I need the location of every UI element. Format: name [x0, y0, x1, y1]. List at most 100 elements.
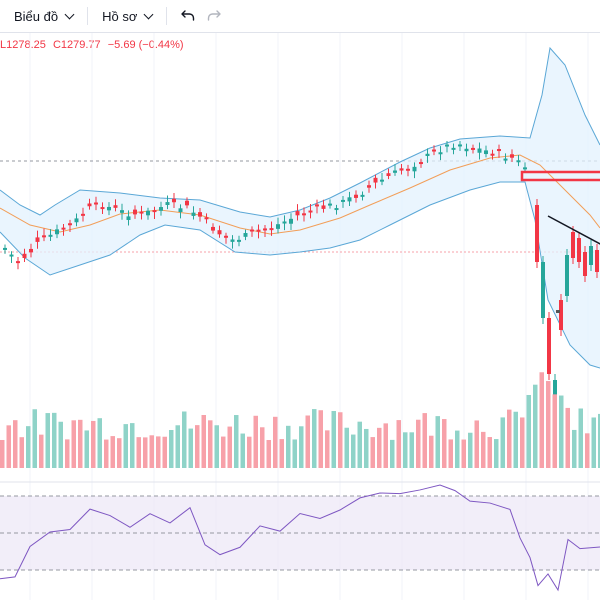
candle-body [484, 150, 488, 155]
candle-body [445, 144, 449, 147]
volume-bar [539, 372, 544, 468]
volume-bar [318, 410, 323, 468]
candle-body [224, 235, 228, 238]
volume-bar [559, 395, 564, 468]
candle-body [432, 149, 436, 152]
volume-bar [487, 437, 492, 468]
candle-body [35, 237, 40, 242]
price-chart-pane[interactable] [0, 33, 600, 600]
chart-menu-button[interactable]: Biểu đồ [8, 2, 79, 30]
candle-body [165, 202, 170, 206]
candle-body [438, 152, 443, 155]
candle-body [583, 252, 587, 276]
volume-bar [221, 436, 226, 468]
candle-body [360, 194, 365, 197]
volume-bar [6, 425, 11, 468]
chevron-down-icon [64, 9, 75, 19]
volume-bar [383, 423, 388, 468]
candle-body [198, 212, 202, 217]
candle-body [541, 262, 545, 318]
volume-bar [461, 439, 466, 468]
candle-body [172, 198, 176, 203]
undo-button[interactable] [175, 3, 201, 29]
volume-bar [26, 426, 31, 468]
chart-menu-label: Biểu đồ [14, 8, 59, 24]
volume-bar [520, 417, 525, 468]
volume-bar [305, 415, 310, 468]
candle-body [328, 203, 332, 206]
candle-body [94, 202, 98, 205]
candle-body [393, 170, 397, 173]
volume-bar [578, 408, 583, 468]
candle-body [107, 206, 111, 211]
candle-body [354, 194, 358, 198]
volume-bar [416, 419, 421, 468]
candle-body [74, 218, 79, 223]
rsi-line [0, 484, 600, 592]
volume-bar [110, 436, 115, 468]
volume-bar [240, 433, 245, 468]
volume-bar [494, 439, 499, 468]
redo-button[interactable] [201, 3, 227, 29]
volume-bar [370, 437, 375, 468]
candle-body [471, 147, 475, 150]
volume-bar [188, 428, 193, 468]
volume-bar [143, 437, 148, 468]
volume-bar [208, 420, 213, 468]
volume-bar [364, 428, 369, 468]
candle-body [55, 229, 59, 235]
volume-bar [156, 436, 161, 468]
candle-body [559, 300, 563, 330]
moving-average-line [0, 154, 600, 235]
volume-bar [396, 420, 401, 468]
candle-body [3, 247, 7, 250]
candle-body [282, 221, 287, 224]
volume-bar [13, 420, 18, 468]
volume-bar [533, 384, 538, 468]
profile-menu-button[interactable]: Hồ sơ [96, 2, 158, 30]
candle-body [380, 179, 384, 182]
volume-bar [32, 409, 37, 468]
toolbar-divider [166, 7, 168, 25]
volume-bar [201, 414, 206, 468]
candle-body [42, 235, 46, 238]
volume-bar [136, 437, 141, 468]
candle-body [547, 318, 551, 374]
volume-bar [182, 411, 187, 468]
volume-bar [273, 416, 278, 468]
volume-bar [169, 430, 174, 468]
volume-bar [175, 425, 180, 468]
candle-body [451, 147, 456, 150]
volume-bar [591, 417, 596, 468]
candle-body [243, 233, 248, 237]
volume-bar [260, 427, 265, 468]
candle-body [399, 168, 404, 171]
volume-bar [546, 381, 551, 468]
candle-body [589, 246, 593, 265]
candle-body [458, 144, 462, 147]
redo-icon [208, 10, 222, 21]
volume-bar [448, 439, 453, 468]
candle-body [321, 205, 326, 209]
volume-bar [266, 439, 271, 468]
candle-body [556, 310, 560, 313]
candle-body [419, 162, 423, 165]
rsi-band [0, 496, 600, 570]
volume-bar [468, 432, 473, 468]
undo-icon [181, 10, 195, 21]
chevron-down-icon [143, 9, 154, 19]
volume-bar [513, 411, 518, 468]
candle-body [503, 158, 508, 161]
volume-bar [377, 427, 382, 468]
candle-body [490, 153, 495, 156]
volume-bar [149, 435, 154, 468]
volume-bar [78, 419, 83, 468]
volume-bar [565, 407, 570, 468]
candle-body [302, 213, 306, 216]
volume-bar [117, 438, 122, 468]
close-value: C1279.77 [52, 39, 101, 51]
candle-body [595, 250, 599, 272]
candle-body [425, 153, 430, 157]
candle-body [347, 197, 352, 202]
volume-bar [572, 429, 577, 468]
